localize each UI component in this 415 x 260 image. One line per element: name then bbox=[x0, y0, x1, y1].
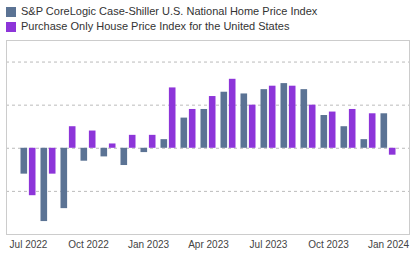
svg-text:Jul 2023: Jul 2023 bbox=[250, 239, 288, 250]
svg-text:Jul 2022: Jul 2022 bbox=[10, 239, 48, 250]
svg-text:Oct 2023: Oct 2023 bbox=[308, 239, 349, 250]
html-text:S&P CoreLogic Case-Shiller U.S: S&P CoreLogic Case-Shiller U.S. National… bbox=[21, 5, 318, 17]
svg-text:Jan 2024: Jan 2024 bbox=[368, 239, 410, 250]
html-text:Purchase Only House Price Inde: Purchase Only House Price Index for the … bbox=[21, 20, 290, 32]
svg-text:Apr 2023: Apr 2023 bbox=[188, 239, 229, 250]
svg-text:Jan 2023: Jan 2023 bbox=[128, 239, 170, 250]
svg-text:Oct 2022: Oct 2022 bbox=[68, 239, 109, 250]
